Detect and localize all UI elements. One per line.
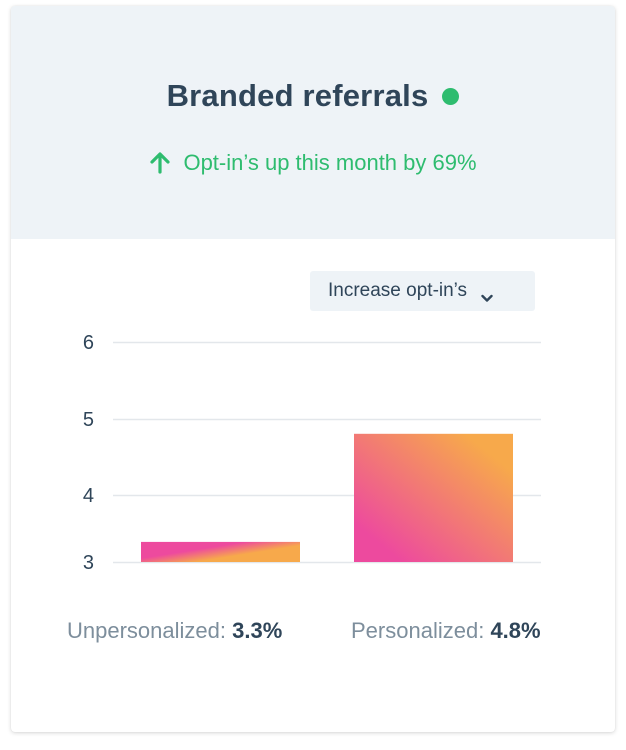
legend-personalized: Personalized: 4.8% [351,618,541,644]
legend-unpersonalized: Unpersonalized: 3.3% [67,618,282,644]
increase-opt-ins-dropdown[interactable]: Increase opt-in’s [310,271,535,311]
y-tick-label: 4 [83,485,94,507]
trend-text: Opt-in’s up this month by 69% [183,150,477,175]
legend-value: 4.8% [490,618,541,643]
card-title: Branded referrals [166,78,429,113]
legend-label: Unpersonalized: [67,618,226,643]
y-tick-label: 3 [83,552,94,574]
chevron-down-icon [481,287,493,302]
bar-unpersonalized [141,541,300,562]
bar-personalized [354,433,513,562]
branded-referrals-card: Branded referrals Opt-in’s up this month… [11,6,615,732]
card-header: Branded referrals Opt-in’s up this month… [11,6,615,239]
legend-label: Personalized: [351,618,485,643]
arrow-up-icon [149,152,171,174]
trend-row: Opt-in’s up this month by 69% [11,148,615,178]
y-tick-label: 5 [83,409,94,431]
title-row: Branded referrals [11,76,615,116]
status-dot-icon [442,87,460,105]
legend-value: 3.3% [232,618,283,643]
dropdown-label: Increase opt-in’s [328,280,468,301]
y-tick-label: 6 [83,332,94,354]
